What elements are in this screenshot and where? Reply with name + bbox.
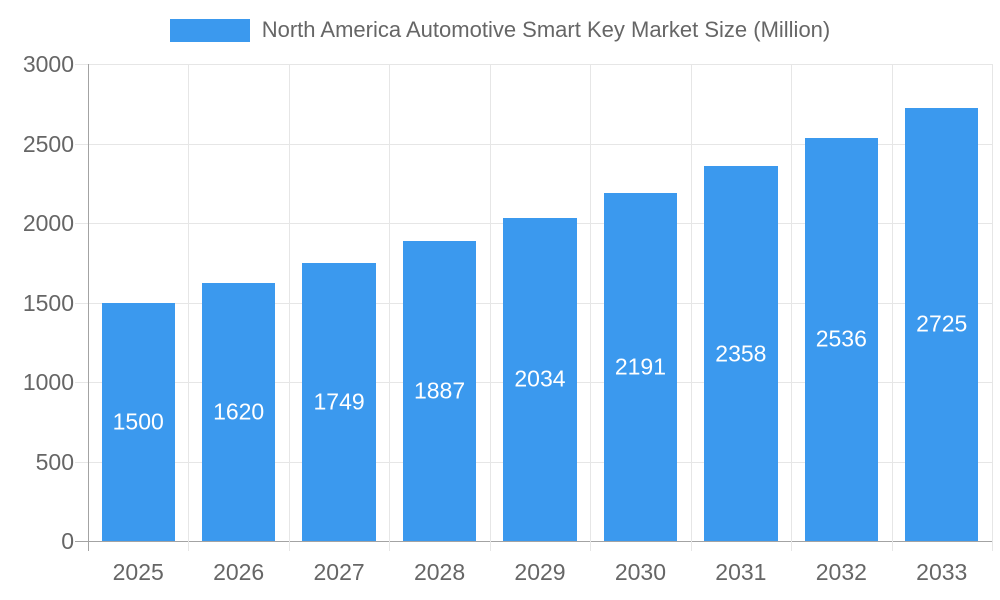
x-tick-label-2028: 2028 bbox=[413, 559, 466, 585]
gridline-vertical bbox=[288, 64, 290, 551]
bar-value-label: 2725 bbox=[916, 310, 968, 337]
gridline-vertical bbox=[791, 64, 793, 551]
bar-value-label: 1887 bbox=[413, 377, 466, 404]
plot-area: 1500 1620 1749 1887 2034 2191 2358 2536 2725 bbox=[75, 64, 993, 551]
bar-2030[interactable]: 2191 bbox=[603, 192, 678, 541]
gridline-horizontal bbox=[75, 143, 992, 145]
x-tick-label-2026: 2026 bbox=[213, 559, 265, 585]
x-tick-label-2033: 2033 bbox=[916, 559, 968, 585]
y-tick-label: 3000 bbox=[22, 51, 74, 77]
y-tick-label: 2500 bbox=[22, 130, 74, 157]
bar-value-label: 1500 bbox=[112, 408, 164, 435]
y-tick-label: 0 bbox=[61, 528, 74, 554]
bar-2025[interactable]: 1500 bbox=[101, 302, 175, 541]
y-tick-label: 1500 bbox=[22, 289, 74, 316]
legend-swatch-icon bbox=[169, 18, 250, 42]
y-tick-label: 1000 bbox=[22, 369, 74, 395]
bar-2033[interactable]: 2725 bbox=[905, 107, 979, 541]
x-tick-label-2027: 2027 bbox=[313, 559, 365, 585]
y-tick-label: 500 bbox=[35, 448, 74, 475]
x-tick-label-2025: 2025 bbox=[112, 559, 164, 585]
gridline-vertical bbox=[188, 64, 190, 551]
x-tick-label-2030: 2030 bbox=[614, 559, 667, 585]
bar-value-label: 1749 bbox=[313, 388, 365, 415]
y-tick-label: 2000 bbox=[22, 210, 74, 236]
bar-2027[interactable]: 1749 bbox=[302, 262, 376, 541]
bar-value-label: 2191 bbox=[614, 353, 667, 380]
bar-value-label: 2034 bbox=[514, 365, 566, 392]
gridline-vertical bbox=[389, 64, 391, 551]
y-axis-line bbox=[88, 64, 89, 551]
gridline-vertical bbox=[590, 64, 592, 551]
gridline-vertical bbox=[992, 64, 993, 551]
x-tick-label-2031: 2031 bbox=[715, 559, 767, 585]
bar-2028[interactable]: 1887 bbox=[402, 240, 477, 541]
bar-2026[interactable]: 1620 bbox=[202, 283, 276, 541]
bar-2032[interactable]: 2536 bbox=[804, 137, 878, 541]
legend[interactable]: North America Automotive Smart Key Marke… bbox=[0, 17, 1000, 43]
bar-value-label: 2536 bbox=[815, 325, 867, 352]
gridline-horizontal bbox=[75, 64, 992, 65]
bar-2031[interactable]: 2358 bbox=[704, 166, 778, 541]
gridline-vertical bbox=[489, 64, 491, 551]
legend-label: North America Automotive Smart Key Marke… bbox=[261, 17, 831, 42]
x-tick-label-2032: 2032 bbox=[815, 559, 867, 585]
bar-value-label: 1620 bbox=[213, 398, 265, 425]
bar-value-label: 2358 bbox=[715, 340, 767, 367]
x-axis-line bbox=[75, 541, 992, 542]
gridline-vertical bbox=[690, 64, 692, 551]
x-tick-label-2029: 2029 bbox=[514, 559, 566, 585]
gridline-vertical bbox=[891, 64, 893, 551]
bar-2029[interactable]: 2034 bbox=[503, 217, 577, 541]
